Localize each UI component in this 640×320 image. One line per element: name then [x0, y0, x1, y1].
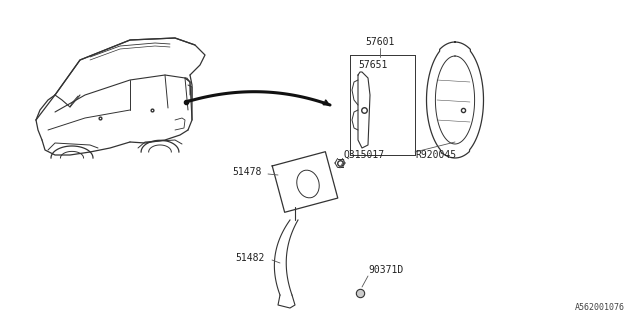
Text: 51478: 51478 [232, 167, 261, 177]
Text: 51482: 51482 [235, 253, 264, 263]
Text: A562001076: A562001076 [575, 303, 625, 312]
Text: Q315017: Q315017 [344, 150, 385, 160]
Text: 90371D: 90371D [368, 265, 403, 275]
Text: 57651: 57651 [358, 60, 387, 70]
Text: R920045: R920045 [415, 150, 456, 160]
Text: 57601: 57601 [365, 37, 394, 47]
